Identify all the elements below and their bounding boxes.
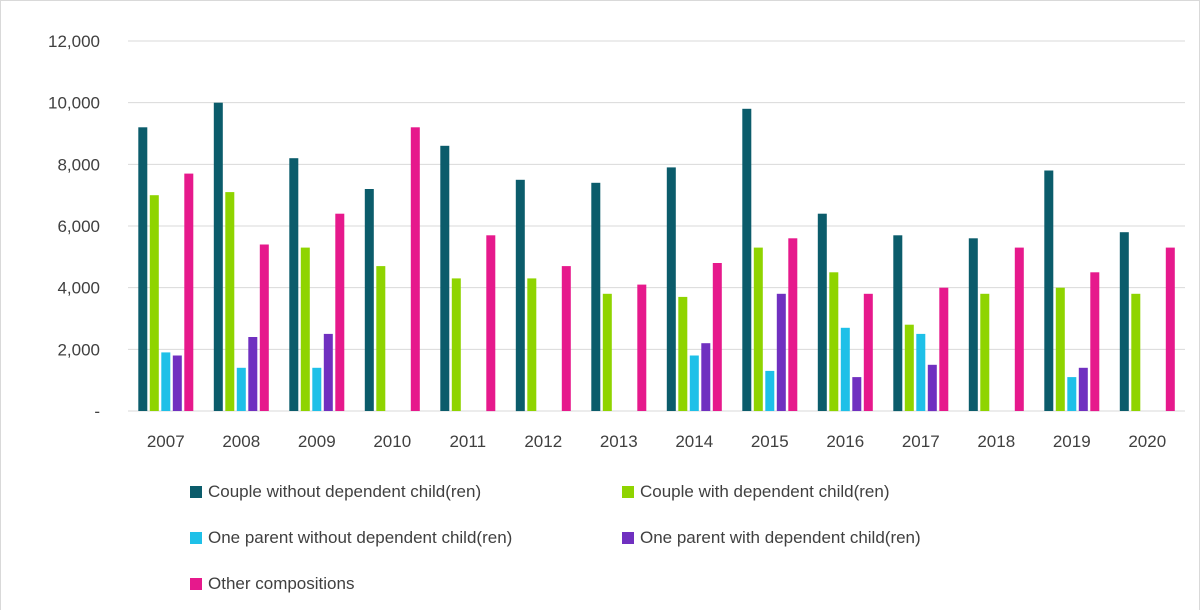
x-tick-label: 2015: [751, 432, 789, 451]
bar: [701, 343, 711, 411]
bar: [440, 145, 450, 412]
bar: [980, 293, 990, 411]
bar: [225, 192, 235, 411]
bar: [939, 287, 949, 411]
bar: [259, 244, 269, 411]
bar: [840, 327, 850, 412]
gridlines: [128, 40, 1185, 412]
bar: [678, 296, 688, 411]
bars: [138, 102, 1175, 412]
y-tick-label: 2,000: [57, 340, 100, 359]
bar: [591, 182, 601, 411]
x-tick-label: 2009: [298, 432, 336, 451]
bar: [312, 367, 322, 411]
bar: [527, 278, 537, 411]
x-tick-label: 2010: [373, 432, 411, 451]
bar: [561, 266, 571, 411]
bar: [1078, 367, 1088, 411]
bar: [451, 278, 461, 411]
bar: [410, 127, 420, 412]
bar: [863, 293, 873, 411]
x-tick-label: 2007: [147, 432, 185, 451]
bar: [486, 235, 496, 412]
legend-item-other: Other compositions: [190, 574, 354, 594]
bar: [904, 324, 914, 411]
bar: [1044, 170, 1054, 411]
bar: [817, 213, 827, 411]
legend-swatch: [190, 578, 202, 590]
bar: [712, 263, 722, 411]
x-axis-tick-labels: 2007 2008 2009 2010 2011 2012 2013 2014 2015 2016…: [147, 432, 1166, 451]
bar: [1055, 287, 1065, 411]
y-axis-tick-labels: - 2,000 4,000 6,000 8,000 10,000 12,000: [48, 32, 100, 421]
bar: [776, 293, 786, 411]
legend-item-one-parent-with: One parent with dependent child(ren): [622, 528, 921, 548]
bar: [788, 238, 798, 411]
legend-item-couple-without: Couple without dependent child(ren): [190, 482, 481, 502]
bar: [1165, 247, 1175, 411]
bar: [335, 213, 345, 411]
bar: [1119, 232, 1129, 411]
bar: [1090, 272, 1100, 412]
bar: [213, 102, 223, 411]
x-tick-label: 2011: [449, 432, 486, 451]
bar: [1131, 293, 1141, 411]
bar: [515, 179, 525, 412]
x-tick-label: 2013: [600, 432, 638, 451]
bar: [916, 333, 926, 411]
legend-item-couple-with: Couple with dependent child(ren): [622, 482, 890, 502]
bar: [742, 108, 752, 412]
legend-swatch: [622, 486, 634, 498]
legend-swatch: [190, 532, 202, 544]
legend-swatch: [190, 486, 202, 498]
bar: [323, 333, 333, 411]
legend-item-one-parent-without: One parent without dependent child(ren): [190, 528, 512, 548]
legend-label: Other compositions: [208, 574, 355, 593]
bar: [689, 355, 699, 411]
y-tick-label: -: [94, 402, 100, 421]
x-tick-label: 2018: [977, 432, 1015, 451]
x-tick-label: 2016: [826, 432, 864, 451]
bar: [893, 235, 903, 412]
bar: [149, 195, 159, 411]
x-tick-label: 2014: [675, 432, 713, 451]
bar: [248, 337, 258, 411]
bar: [289, 158, 299, 411]
x-tick-label: 2019: [1053, 432, 1091, 451]
bar: [927, 364, 937, 412]
bar: [1067, 377, 1077, 411]
bar: [376, 266, 386, 411]
bar: [1014, 247, 1024, 411]
y-tick-label: 6,000: [57, 217, 100, 236]
legend-label: Couple without dependent child(ren): [208, 482, 482, 501]
y-tick-label: 4,000: [57, 279, 100, 298]
y-tick-label: 10,000: [48, 94, 100, 113]
bar: [300, 247, 310, 411]
y-tick-label: 8,000: [57, 155, 100, 174]
bar: [161, 352, 171, 411]
x-tick-label: 2017: [902, 432, 940, 451]
bar: [666, 167, 676, 411]
bar: [364, 189, 374, 411]
legend-label: One parent with dependent child(ren): [640, 528, 921, 547]
bar: [637, 284, 647, 411]
legend-swatch: [622, 532, 634, 544]
bar: [172, 355, 182, 411]
bar: [236, 367, 246, 411]
bar: [852, 377, 862, 411]
bar: [138, 127, 148, 412]
bar: [829, 272, 839, 412]
y-tick-label: 12,000: [48, 32, 100, 51]
x-tick-label: 2020: [1128, 432, 1166, 451]
bar: [765, 370, 775, 411]
legend-label: One parent without dependent child(ren): [208, 528, 513, 547]
bar: [602, 293, 612, 411]
bar: [184, 173, 194, 411]
x-tick-label: 2012: [524, 432, 562, 451]
legend-label: Couple with dependent child(ren): [640, 482, 890, 501]
bar: [968, 238, 978, 411]
x-tick-label: 2008: [222, 432, 260, 451]
bar: [753, 247, 763, 411]
